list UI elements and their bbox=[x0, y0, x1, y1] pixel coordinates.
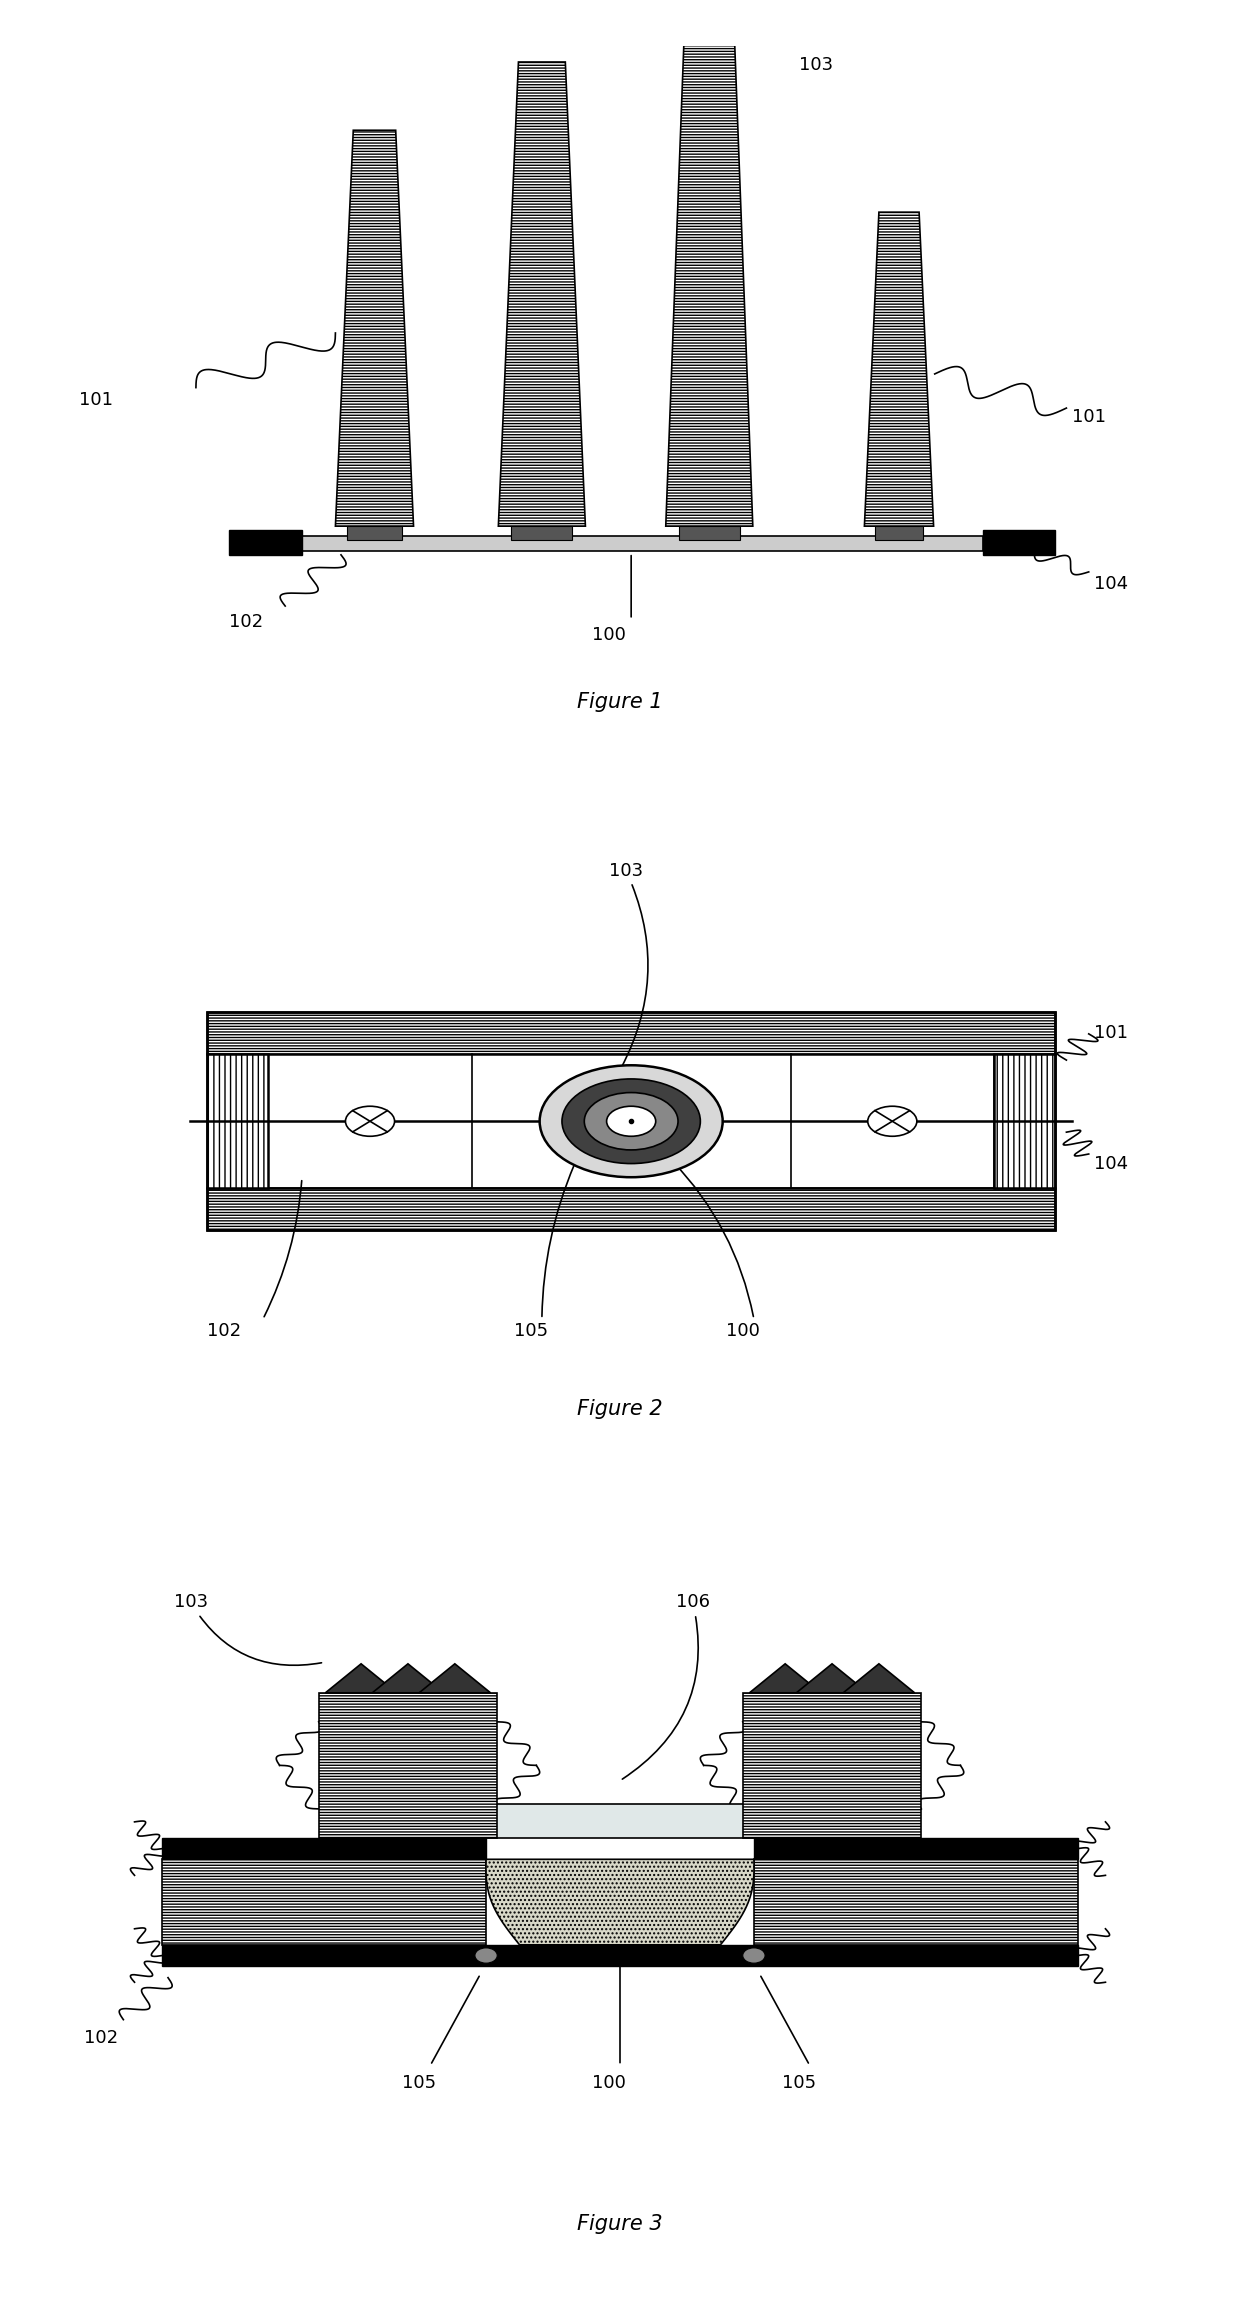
Bar bbox=[162, 1944, 1078, 1967]
Circle shape bbox=[743, 1948, 765, 1962]
Bar bbox=[754, 1860, 1078, 1944]
Text: 103: 103 bbox=[799, 56, 833, 74]
Bar bbox=[269, 1055, 994, 1187]
Bar bbox=[319, 1694, 497, 1837]
Bar bbox=[678, 525, 740, 539]
Text: 102: 102 bbox=[84, 2029, 119, 2046]
Circle shape bbox=[539, 1064, 723, 1178]
Bar bbox=[207, 1011, 1055, 1055]
Text: 105: 105 bbox=[402, 2073, 436, 2092]
Bar bbox=[162, 1837, 486, 1860]
Text: Figure 2: Figure 2 bbox=[577, 1398, 663, 1418]
Text: 101: 101 bbox=[1095, 1025, 1128, 1041]
Bar bbox=[347, 525, 402, 539]
Polygon shape bbox=[486, 1860, 754, 1944]
Text: 100: 100 bbox=[727, 1321, 760, 1340]
Bar bbox=[511, 525, 573, 539]
Text: 101: 101 bbox=[1071, 407, 1106, 426]
Polygon shape bbox=[325, 1664, 397, 1694]
Polygon shape bbox=[498, 62, 585, 525]
Bar bbox=[743, 1694, 921, 1837]
Polygon shape bbox=[843, 1664, 915, 1694]
Text: 101: 101 bbox=[79, 391, 113, 410]
Bar bbox=[486, 1803, 754, 1837]
Bar bbox=[229, 530, 303, 555]
Bar bbox=[207, 1011, 1055, 1231]
Text: Figure 1: Figure 1 bbox=[577, 692, 663, 713]
Text: 106: 106 bbox=[622, 1594, 709, 1779]
Bar bbox=[994, 1055, 1055, 1187]
Polygon shape bbox=[335, 130, 414, 525]
Text: 104: 104 bbox=[1095, 574, 1128, 592]
Text: 103: 103 bbox=[174, 1594, 321, 1666]
Circle shape bbox=[475, 1948, 497, 1962]
Polygon shape bbox=[864, 213, 934, 525]
Bar bbox=[207, 1055, 269, 1187]
Polygon shape bbox=[419, 1664, 491, 1694]
Text: 103: 103 bbox=[609, 861, 649, 1067]
Circle shape bbox=[346, 1106, 394, 1136]
Circle shape bbox=[584, 1092, 678, 1150]
Bar bbox=[874, 525, 924, 539]
Text: 104: 104 bbox=[1095, 1155, 1128, 1173]
Circle shape bbox=[868, 1106, 916, 1136]
Polygon shape bbox=[372, 1664, 444, 1694]
Text: 100: 100 bbox=[593, 627, 626, 643]
Text: 102: 102 bbox=[207, 1321, 242, 1340]
Text: Figure 3: Figure 3 bbox=[577, 2214, 663, 2233]
Text: 100: 100 bbox=[593, 2073, 626, 2092]
Text: 105: 105 bbox=[515, 1321, 548, 1340]
Bar bbox=[162, 1860, 486, 1944]
Text: 102: 102 bbox=[229, 613, 264, 629]
Polygon shape bbox=[666, 21, 753, 525]
Circle shape bbox=[606, 1106, 656, 1136]
Bar bbox=[982, 530, 1055, 555]
Polygon shape bbox=[749, 1664, 821, 1694]
Circle shape bbox=[562, 1078, 701, 1164]
Bar bbox=[303, 537, 982, 551]
Text: 105: 105 bbox=[782, 2073, 816, 2092]
Bar bbox=[207, 1187, 1055, 1231]
Polygon shape bbox=[796, 1664, 868, 1694]
Bar bbox=[754, 1837, 1078, 1860]
